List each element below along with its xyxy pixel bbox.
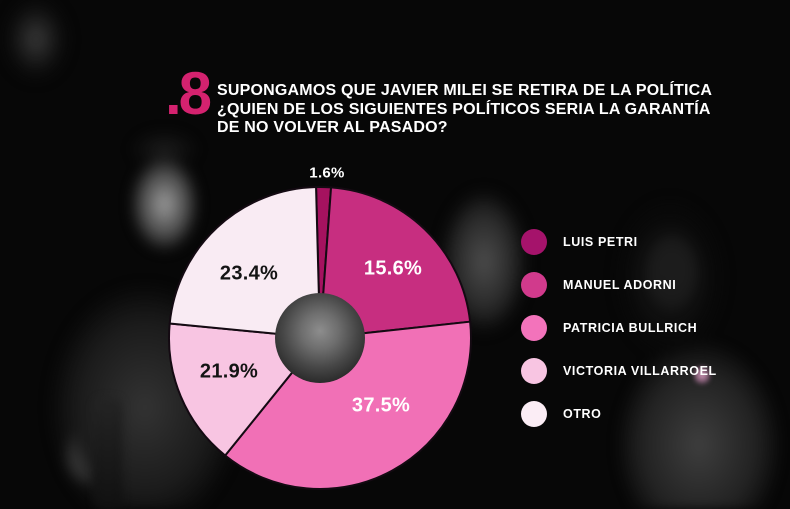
legend-swatch-otro	[521, 401, 547, 427]
slice-label-manuel-adorni: 15.6%	[363, 257, 423, 280]
legend-label-manuel-adorni: MANUEL ADORNI	[563, 278, 677, 292]
legend-swatch-victoria-villarroel	[521, 358, 547, 384]
question-title: SUPONGAMOS QUE JAVIER MILEI SE RETIRA DE…	[217, 82, 712, 138]
background-photo-microphone	[94, 398, 122, 509]
legend-label-luis-petri: LUIS PETRI	[563, 235, 638, 249]
question-title-line-1: SUPONGAMOS QUE JAVIER MILEI SE RETIRA DE…	[217, 82, 713, 99]
donut-hole-photo	[275, 293, 365, 383]
legend-label-patricia-bullrich: PATRICIA BULLRICH	[563, 321, 698, 335]
slice-label-victoria-villarroel: 21.9%	[199, 360, 259, 383]
slice-label-patricia-bullrich: 37.5%	[351, 394, 411, 417]
question-title-line-3: DE NO VOLVER AL PASADO?	[217, 119, 448, 137]
legend-item-patricia-bullrich: PATRICIA BULLRICH	[521, 315, 717, 341]
background-photo-top-left-person	[0, 0, 84, 104]
legend-swatch-patricia-bullrich	[521, 315, 547, 341]
question-title-line-2: ¿QUIEN DE LOS SIGUIENTES POLÍTICOS SERIA…	[217, 100, 711, 118]
slice-label-luis-petri: 1.6%	[309, 164, 345, 182]
legend-swatch-luis-petri	[521, 229, 547, 255]
legend-label-otro: OTRO	[563, 407, 602, 421]
legend-swatch-manuel-adorni	[521, 272, 547, 298]
legend-item-victoria-villarroel: VICTORIA VILLARROEL	[521, 358, 717, 384]
chart-legend: LUIS PETRI MANUEL ADORNI PATRICIA BULLRI…	[521, 229, 717, 427]
slice-label-otro: 23.4%	[219, 262, 279, 285]
channel-8-logo: .8	[165, 60, 212, 127]
legend-item-otro: OTRO	[521, 401, 717, 427]
donut-chart	[168, 186, 472, 490]
legend-label-victoria-villarroel: VICTORIA VILLARROEL	[563, 364, 717, 378]
legend-item-luis-petri: LUIS PETRI	[521, 229, 717, 255]
legend-item-manuel-adorni: MANUEL ADORNI	[521, 272, 717, 298]
